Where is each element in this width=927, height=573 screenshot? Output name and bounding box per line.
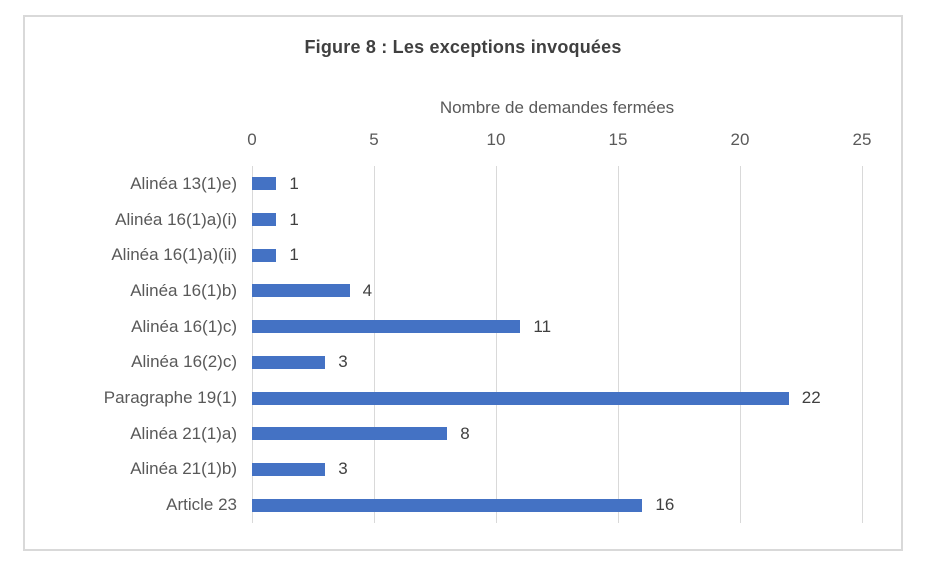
gridline [862,166,863,523]
bar [252,248,277,262]
category-label: Article 23 [166,495,237,515]
value-label: 8 [460,423,470,443]
bar [252,498,643,512]
x-tick-label: 25 [852,130,872,149]
category-label: Alinéa 21(1)a) [130,423,237,443]
chart-row: 11 [252,309,862,345]
value-label: 16 [655,495,675,515]
x-tick-label: 20 [730,130,750,149]
chart-frame: Figure 8 : Les exceptions invoquées Nomb… [23,15,903,551]
chart-row: 1 [252,237,862,273]
gridline [374,166,375,523]
bar [252,391,789,405]
value-label: 22 [801,388,821,408]
category-label: Paragraphe 19(1) [103,388,237,408]
chart-row: 1 [252,202,862,238]
x-tick-label: 5 [369,130,379,149]
value-label: 3 [338,459,348,479]
chart-row: 3 [252,452,862,488]
chart-row: 3 [252,345,862,381]
x-axis-title: Nombre de demandes fermées [439,98,675,117]
bar-rows: 1 1 1 4 11 3 22 8 3 16 [252,166,862,523]
chart-row: 1 [252,166,862,202]
bar [252,213,277,227]
gridline [618,166,619,523]
bar [252,355,326,369]
category-label: Alinéa 16(1)a)(ii) [111,245,237,265]
value-label: 11 [533,316,552,336]
category-label: Alinéa 16(1)c) [131,316,237,336]
value-label: 3 [338,352,348,372]
gridline [496,166,497,523]
gridline [740,166,741,523]
bar [252,177,277,191]
category-label: Alinéa 21(1)b) [130,459,237,479]
bar [252,320,521,334]
category-axis-labels: Alinéa 13(1)e) Alinéa 16(1)a)(i) Alinéa 16… [25,166,237,523]
plot-area: 1 1 1 4 11 3 22 8 3 16 [252,166,863,523]
value-label: 4 [362,280,373,300]
category-label: Alinéa 16(1)b) [130,280,237,300]
chart-row: 22 [252,380,862,416]
gridline [252,166,253,523]
chart-row: 8 [252,416,862,452]
value-label: 1 [289,209,299,229]
bar [252,462,326,476]
chart-row: 4 [252,273,862,309]
value-label: 1 [289,245,299,265]
x-tick-label: 0 [247,130,257,149]
bar [252,427,448,441]
category-label: Alinéa 16(1)a)(i) [115,209,237,229]
value-label: 1 [289,173,299,193]
x-tick-label: 15 [608,130,628,149]
category-label: Alinéa 13(1)e) [130,173,237,193]
x-tick-label: 10 [486,130,506,149]
chart-title: Figure 8 : Les exceptions invoquées [304,37,622,57]
bar [252,284,350,298]
x-axis-tick-labels: 0 5 10 15 20 25 [247,130,871,152]
chart-row: 16 [252,487,862,523]
category-label: Alinéa 16(2)c) [131,352,237,372]
